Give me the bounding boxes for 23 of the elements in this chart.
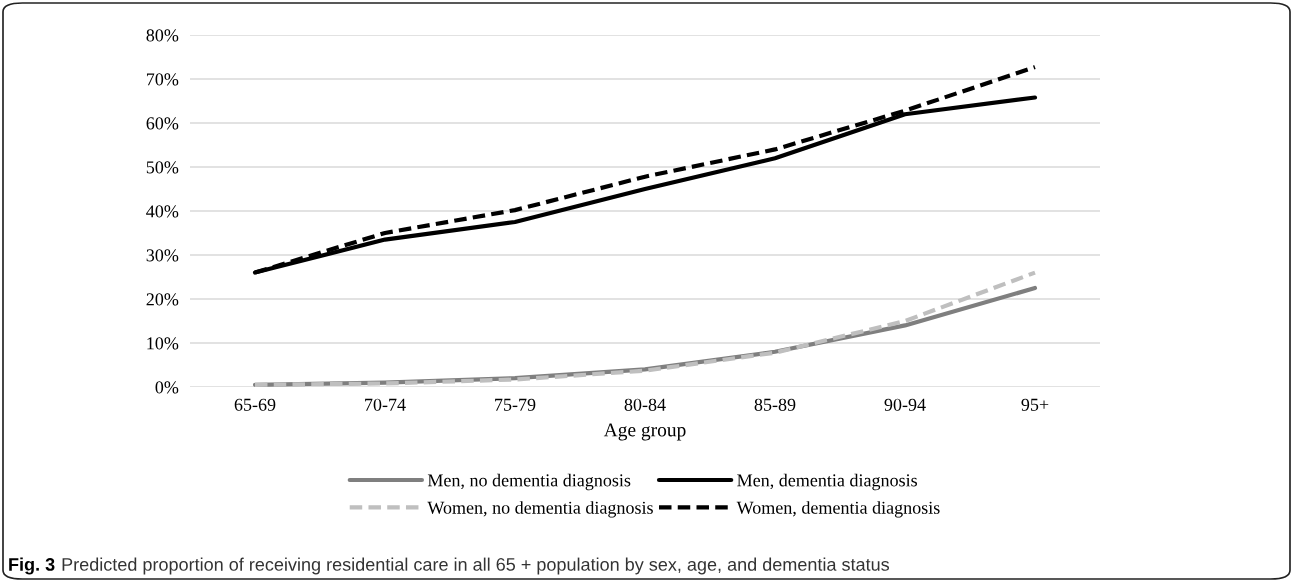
legend-label: Women, dementia diagnosis	[736, 501, 940, 518]
x-tick-label: 75-79	[495, 398, 536, 411]
x-tick-label: 90-94	[884, 398, 926, 411]
y-tick-label: 60%	[146, 117, 179, 130]
y-tick-label: 40%	[146, 205, 179, 218]
x-tick-label: 85-89	[754, 398, 796, 411]
y-tick-label: 0%	[155, 381, 179, 394]
x-tick-label: 95+	[1021, 398, 1049, 411]
y-tick-label: 20%	[146, 293, 179, 306]
y-tick-label: 80%	[146, 29, 179, 42]
x-tick-label: 70-74	[365, 398, 406, 411]
x-axis-title: Age group	[603, 423, 686, 441]
legend-label: Women, no dementia diagnosis	[427, 501, 653, 518]
text: Predicted proportion of receiving residential care in all 65 + population by sex, age, and dementia status	[62, 557, 890, 575]
y-tick-label: 10%	[147, 337, 179, 350]
y-tick-label: 50%	[146, 161, 179, 174]
y-tick-label: 30%	[146, 249, 179, 262]
legend-label: Men, dementia diagnosis	[737, 473, 917, 491]
caption: Fig. 3	[9, 557, 55, 575]
x-tick-label: 80-84	[624, 398, 666, 411]
legend-label: Men, no dementia diagnosis	[427, 473, 631, 491]
x-tick-label: 65-69	[234, 398, 276, 411]
y-tick-label: 70%	[146, 73, 179, 86]
